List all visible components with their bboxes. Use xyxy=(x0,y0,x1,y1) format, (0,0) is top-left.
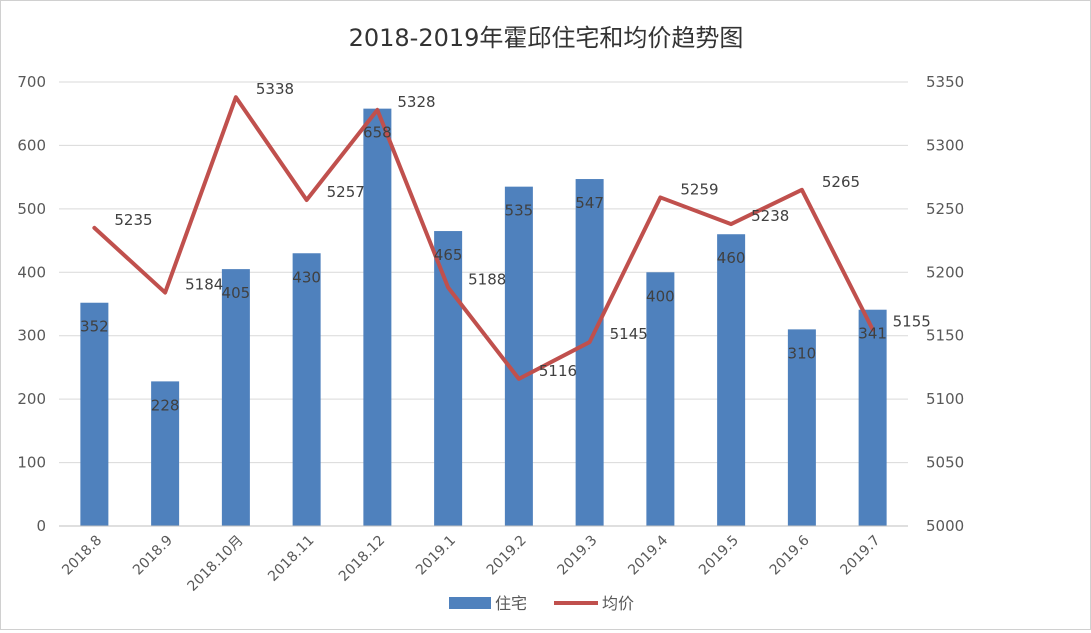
bar xyxy=(646,272,675,526)
x-axis: 2018.8 2018.9 2018.10月 2018.11 2018.12 2019.1… xyxy=(59,525,908,595)
line-value-label: 5155 xyxy=(893,312,931,330)
legend-bar-label: 住宅 xyxy=(495,594,527,613)
left-tick-label: 200 xyxy=(17,390,46,408)
bar-series xyxy=(80,108,887,527)
category-label: 2018.10月 xyxy=(185,533,247,595)
bar xyxy=(858,309,887,526)
line-value-label: 5145 xyxy=(610,325,648,343)
bar-value-label: 228 xyxy=(151,396,180,414)
bar xyxy=(787,329,816,526)
category-label: 2019.5 xyxy=(696,533,742,579)
bar xyxy=(221,269,250,526)
line-value-label: 5116 xyxy=(539,362,577,380)
left-tick-label: 500 xyxy=(17,200,46,218)
bar-value-label: 465 xyxy=(434,246,463,264)
category-label: 2018.11 xyxy=(265,533,317,585)
bar xyxy=(434,231,463,527)
bar-value-label: 310 xyxy=(788,344,817,362)
bar xyxy=(717,234,746,526)
legend-bar-swatch xyxy=(449,597,491,609)
line-value-label: 5235 xyxy=(114,211,152,229)
left-tick-label: 400 xyxy=(17,263,46,281)
category-label: 2019.6 xyxy=(767,532,813,578)
right-tick-label: 5100 xyxy=(926,390,964,408)
category-label: 2019.7 xyxy=(837,533,883,579)
chart-title: 2018-2019年霍邱住宅和均价趋势图 xyxy=(349,24,744,52)
line-value-label: 5188 xyxy=(468,271,506,289)
category-label: 2018.12 xyxy=(336,533,388,585)
bar xyxy=(151,381,180,526)
bar-value-label: 400 xyxy=(646,287,675,305)
line-value-label: 5265 xyxy=(822,173,860,191)
category-label: 2019.1 xyxy=(413,533,459,579)
bar xyxy=(504,186,533,526)
right-tick-label: 5050 xyxy=(926,454,964,472)
line-value-label: 5238 xyxy=(751,207,789,225)
bar-value-label: 658 xyxy=(363,124,392,142)
right-tick-label: 5250 xyxy=(926,200,964,218)
category-label: 2018.8 xyxy=(59,533,105,579)
right-tick-label: 5350 xyxy=(926,73,964,91)
bar xyxy=(80,302,109,526)
line-value-label: 5338 xyxy=(256,80,294,98)
right-tick-label: 5000 xyxy=(926,517,964,535)
left-tick-label: 0 xyxy=(36,517,46,535)
category-label: 2019.3 xyxy=(554,533,600,579)
right-tick-label: 5300 xyxy=(926,136,964,154)
line-series xyxy=(92,95,875,381)
bar-data-labels: 352 228 405 430 658 465 535 547 400 460 310 341 xyxy=(80,124,887,415)
legend: 住宅 均价 xyxy=(449,594,634,613)
bar-value-label: 430 xyxy=(292,268,321,286)
line-value-label: 5328 xyxy=(397,93,435,111)
category-label: 2018.9 xyxy=(130,533,176,579)
price-line xyxy=(92,95,875,381)
left-tick-label: 100 xyxy=(17,454,46,472)
right-tick-label: 5150 xyxy=(926,327,964,345)
left-tick-label: 600 xyxy=(17,136,46,154)
left-tick-label: 300 xyxy=(17,327,46,345)
line-data-labels: 5235 5184 5338 5257 5328 5188 5116 5145 5259 5238… xyxy=(114,80,930,380)
bar xyxy=(363,108,392,526)
bar xyxy=(292,253,321,526)
left-y-axis: 0 100 200 300 400 500 600 700 xyxy=(17,73,46,535)
bar xyxy=(575,179,604,526)
category-label: 2019.4 xyxy=(625,532,671,578)
bar-value-label: 405 xyxy=(222,284,251,302)
legend-line-label: 均价 xyxy=(602,594,634,613)
line-value-label: 5184 xyxy=(185,276,223,294)
right-y-axis: 5000 5050 5100 5150 5200 5250 5300 5350 xyxy=(926,73,964,535)
right-tick-label: 5200 xyxy=(926,263,964,281)
bar-value-label: 547 xyxy=(575,194,604,212)
category-label: 2019.2 xyxy=(484,533,530,579)
bar-value-label: 352 xyxy=(80,318,109,336)
left-tick-label: 700 xyxy=(17,73,46,91)
bar-value-label: 535 xyxy=(505,202,534,220)
line-value-label: 5257 xyxy=(327,183,365,201)
bar-value-label: 341 xyxy=(858,325,887,343)
bar-value-label: 460 xyxy=(717,249,746,267)
line-value-label: 5259 xyxy=(680,180,718,198)
